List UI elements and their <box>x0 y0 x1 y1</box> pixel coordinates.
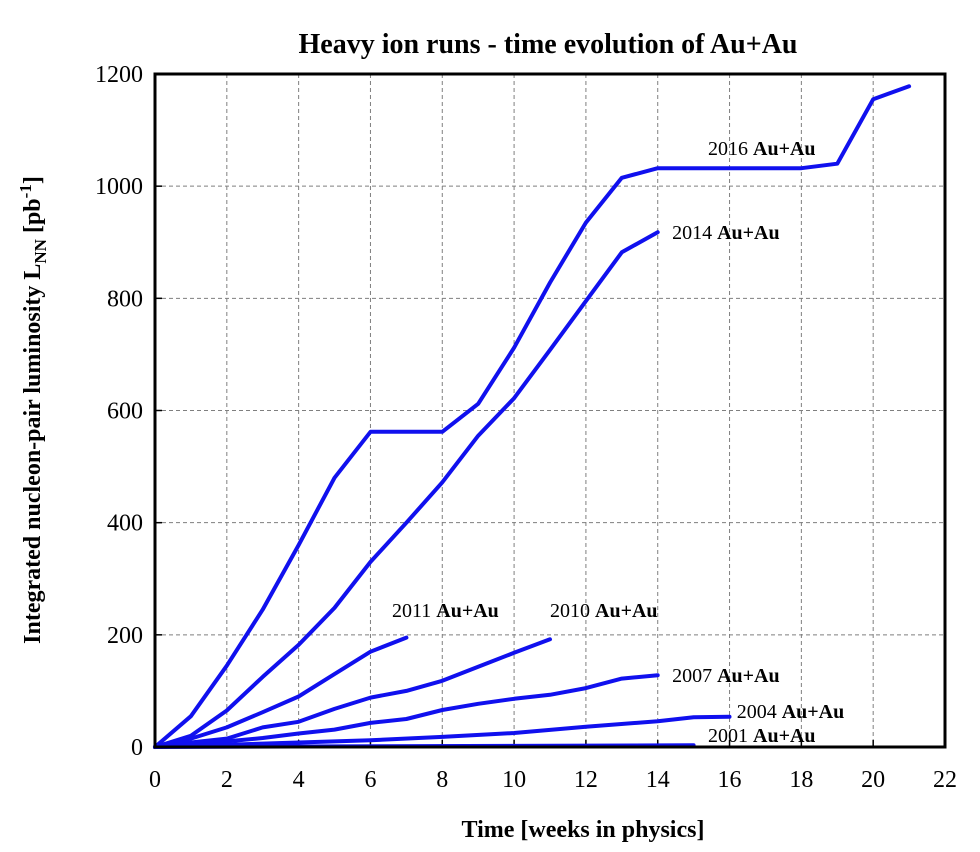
y-tick-label: 200 <box>107 623 143 649</box>
y-axis-label-superscript: -1 <box>16 184 35 198</box>
series-label-2011: 2011 Au+Au <box>392 600 499 622</box>
x-tick-label: 2 <box>221 767 233 793</box>
series-label-year: 2010 <box>550 600 595 622</box>
x-tick-label: 20 <box>861 767 885 793</box>
series-lines <box>153 84 912 749</box>
series-line-2014 <box>153 230 660 749</box>
x-tick-label: 8 <box>436 767 448 793</box>
x-axis-label: Time [weeks in physics] <box>462 817 705 843</box>
series-label-2010: 2010 Au+Au <box>550 600 658 622</box>
series-label-year: 2016 <box>708 138 753 160</box>
y-axis-label: Integrated nucleon-pair luminosity LNN [… <box>16 176 50 644</box>
x-tick-label: 0 <box>149 767 161 793</box>
y-axis-label-subscript: NN <box>31 238 50 263</box>
y-tick-label: 1000 <box>95 174 143 200</box>
series-label-2014: 2014 Au+Au <box>672 222 780 244</box>
x-tick-label: 18 <box>789 767 813 793</box>
y-tick-label: 0 <box>131 735 143 761</box>
x-tick-label: 12 <box>574 767 598 793</box>
series-line-2016 <box>153 84 912 749</box>
y-tick-label: 800 <box>107 286 143 312</box>
y-axis-label-units: [pb <box>20 198 46 239</box>
series-line-2004 <box>153 714 732 749</box>
series-line-2007 <box>153 673 660 749</box>
series-line-2010 <box>153 637 552 749</box>
chart-title: Heavy ion runs - time evolution of Au+Au <box>299 29 798 60</box>
series-label-2007: 2007 Au+Au <box>672 665 780 687</box>
series-label-species: Au+Au <box>782 701 845 723</box>
series-label-year: 2007 <box>672 665 717 687</box>
x-tick-label: 22 <box>933 767 957 793</box>
series-label-year: 2001 <box>708 725 753 747</box>
y-axis-label-main: Integrated nucleon-pair luminosity L <box>20 264 46 644</box>
x-tick-label: 14 <box>646 767 670 793</box>
y-tick-label: 400 <box>107 511 143 537</box>
series-label-species: Au+Au <box>717 665 780 687</box>
series-line-2011 <box>153 635 409 749</box>
y-axis-label-units-close: ] <box>20 176 46 184</box>
series-label-year: 2011 <box>392 600 436 622</box>
series-label-2004: 2004 Au+Au <box>737 701 845 723</box>
y-tick-label: 1200 <box>95 62 143 88</box>
series-label-year: 2004 <box>737 701 782 723</box>
x-tick-label: 6 <box>364 767 376 793</box>
y-tick-label: 600 <box>107 399 143 425</box>
series-label-species: Au+Au <box>753 725 816 747</box>
gridlines <box>155 74 945 747</box>
series-label-species: Au+Au <box>436 600 499 622</box>
x-tick-label: 4 <box>293 767 305 793</box>
series-label-species: Au+Au <box>595 600 658 622</box>
series-label-species: Au+Au <box>753 138 816 160</box>
series-label-year: 2014 <box>672 222 717 244</box>
y-axis-tick-labels: 0 200 400 600 800 1000 1200 <box>95 62 143 761</box>
x-axis-tick-labels: 0 2 4 6 8 10 12 14 16 18 20 22 <box>149 767 957 793</box>
series-label-2001: 2001 Au+Au <box>708 725 816 747</box>
series-label-species: Au+Au <box>717 222 780 244</box>
x-tick-label: 10 <box>502 767 526 793</box>
series-label-2016: 2016 Au+Au <box>708 138 816 160</box>
plot-frame <box>153 72 947 749</box>
x-tick-label: 16 <box>718 767 742 793</box>
